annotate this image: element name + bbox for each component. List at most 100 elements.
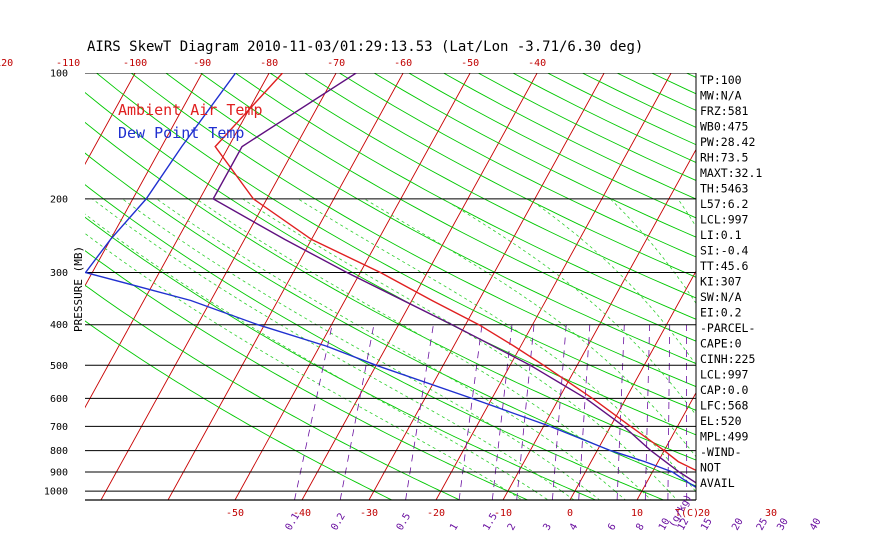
dry-adiabat-line bbox=[825, 73, 870, 500]
thermo-grid bbox=[0, 73, 870, 500]
index-value: EI:0.2 bbox=[700, 306, 742, 320]
moist-adiabat-line bbox=[196, 198, 652, 500]
moist-adiabat-line bbox=[92, 198, 575, 500]
isotherm-line bbox=[771, 73, 870, 500]
index-value: AVAIL bbox=[700, 476, 735, 490]
bottom-temperature-tick: 20 bbox=[698, 508, 710, 519]
index-value: EL:520 bbox=[700, 414, 742, 428]
legend-dew-point-temp: Dew Point Temp bbox=[118, 124, 244, 142]
index-value: TP:100 bbox=[700, 73, 742, 87]
isotherm-line bbox=[636, 391, 696, 500]
isotherm-line bbox=[435, 73, 672, 500]
pressure-tick-label: 400 bbox=[50, 320, 68, 331]
pressure-tick-label: 200 bbox=[50, 194, 68, 205]
series-line-parcel bbox=[212, 73, 696, 484]
top-temperature-tick: -70 bbox=[327, 58, 345, 69]
pressure-tick-label: 300 bbox=[50, 268, 68, 279]
mixing-ratio-line bbox=[775, 325, 786, 500]
dry-adiabat-line bbox=[304, 73, 696, 278]
pressure-tick-label: 900 bbox=[50, 468, 68, 479]
bottom-temperature-tick: -50 bbox=[226, 508, 244, 519]
index-value: -WIND- bbox=[700, 445, 742, 459]
index-value: CAPE:0 bbox=[700, 337, 742, 351]
isotherm-line bbox=[0, 73, 68, 500]
mixing-ratio-line bbox=[552, 324, 567, 500]
bottom-temperature-tick: 30 bbox=[765, 508, 777, 519]
mixing-ratio-line bbox=[516, 324, 535, 500]
dry-adiabat-line bbox=[235, 73, 696, 320]
dry-adiabat-line bbox=[512, 73, 696, 163]
moist-adiabat-line bbox=[242, 198, 678, 500]
isotherm-line bbox=[569, 270, 696, 500]
bottom-temperature-tick: -30 bbox=[360, 508, 378, 519]
mixing-ratio-tick: 8 bbox=[634, 522, 647, 533]
dry-adiabat-line bbox=[85, 250, 528, 500]
dry-adiabat-line bbox=[85, 320, 393, 500]
index-value: SI:-0.4 bbox=[700, 244, 749, 258]
bottom-temperature-tick: -20 bbox=[427, 508, 445, 519]
index-value: TH:5463 bbox=[700, 182, 749, 196]
top-temperature-tick: -90 bbox=[193, 58, 211, 69]
dry-adiabat-line bbox=[130, 73, 696, 388]
mixing-ratio-tick: 6 bbox=[606, 522, 619, 533]
top-temperature-axis: -120 -110 -100 -90 -80 -70 -60 -50 -40 bbox=[0, 58, 546, 69]
index-value: CAP:0.0 bbox=[700, 383, 749, 397]
pressure-axis: 100 200 300 400 500 600 700 800 900 1000 bbox=[44, 69, 68, 498]
top-temperature-tick: -60 bbox=[394, 58, 412, 69]
top-temperature-tick: -50 bbox=[461, 58, 479, 69]
index-value: PW:28.42 bbox=[700, 135, 755, 149]
pressure-tick-label: 100 bbox=[50, 69, 68, 80]
index-value: LCL:997 bbox=[700, 368, 749, 382]
dry-adiabat-line bbox=[85, 91, 696, 436]
mixing-ratio-line bbox=[667, 324, 671, 500]
x-unit-label: T(C) bbox=[675, 508, 699, 519]
bottom-temperature-tick: 0 bbox=[567, 508, 573, 519]
dry-adiabat-line bbox=[339, 73, 696, 258]
y-axis-label: PRESSURE (MB) bbox=[72, 246, 85, 332]
index-value: FRZ:581 bbox=[700, 104, 749, 118]
index-value: LCL:997 bbox=[700, 213, 749, 227]
dry-adiabat-line bbox=[791, 73, 870, 500]
pressure-tick-label: 600 bbox=[50, 394, 68, 405]
moist-adiabat-line bbox=[364, 198, 696, 458]
dry-adiabat-line bbox=[96, 73, 696, 411]
dry-adiabat-line bbox=[85, 284, 460, 500]
index-value: MAXT:32.1 bbox=[700, 166, 762, 180]
top-temperature-tick: -100 bbox=[123, 58, 147, 69]
series-line-dew-point-temp bbox=[85, 73, 696, 489]
index-value: RH:73.5 bbox=[700, 151, 748, 165]
top-temperature-tick: -80 bbox=[260, 58, 278, 69]
index-value: SW:N/A bbox=[700, 290, 742, 304]
pressure-tick-label: 800 bbox=[50, 446, 68, 457]
index-value: L57:6.2 bbox=[700, 197, 748, 211]
mixing-ratio-tick: 15 bbox=[699, 517, 715, 533]
isotherm-line bbox=[838, 73, 870, 500]
bottom-temperature-tick: -10 bbox=[494, 508, 512, 519]
bottom-temperature-tick: -40 bbox=[293, 508, 311, 519]
index-value: LFC:568 bbox=[700, 399, 749, 413]
dry-adiabat-line bbox=[269, 73, 696, 299]
mixing-ratio-line bbox=[578, 324, 591, 500]
moist-adiabat-line bbox=[156, 198, 626, 500]
moist-adiabat-line bbox=[610, 198, 696, 304]
isotherm-line bbox=[100, 73, 337, 500]
dry-adiabat-line bbox=[860, 73, 870, 500]
mixing-ratio-tick: 3 bbox=[541, 522, 554, 533]
bottom-temperature-axis: -50 -40 -30 -20 -10 0 10 20 30 bbox=[226, 508, 777, 519]
mixing-ratio-line bbox=[294, 324, 333, 500]
dry-adiabat-line bbox=[165, 73, 696, 365]
isotherm-line bbox=[85, 73, 270, 409]
mixing-ratio-tick: 12 bbox=[676, 517, 692, 533]
mixing-ratio-tick: 10 bbox=[657, 517, 673, 533]
profile-curves bbox=[85, 73, 696, 489]
mixing-ratio-line bbox=[757, 325, 766, 500]
index-value: NOT bbox=[700, 461, 721, 475]
index-value: CINH:225 bbox=[700, 352, 755, 366]
isotherm-line bbox=[167, 73, 404, 500]
mixing-ratio-tick: 20 bbox=[730, 517, 746, 533]
mixing-ratio-tick: 25 bbox=[755, 517, 771, 533]
mixing-ratio-line bbox=[405, 324, 434, 500]
isotherm-line bbox=[0, 73, 1, 500]
